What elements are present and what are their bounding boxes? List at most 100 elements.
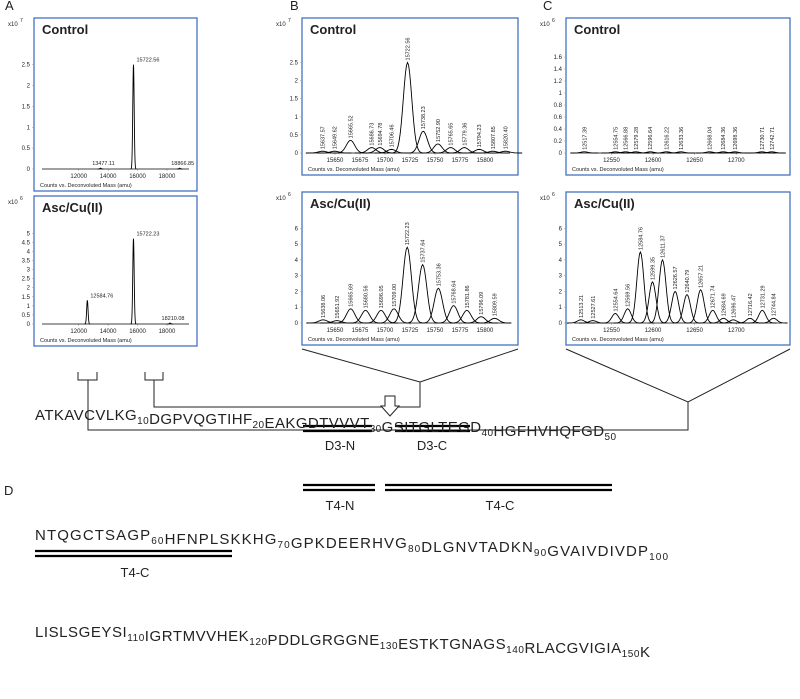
peak-label: 15686.73 bbox=[370, 123, 376, 146]
fragment-label: T4-C bbox=[121, 565, 150, 580]
peak-label: 18866.85 bbox=[171, 161, 194, 167]
peak-label: 15807.85 bbox=[491, 126, 497, 149]
residues: RLACGVIGIA bbox=[524, 640, 621, 657]
y-tick-label: 0 bbox=[559, 321, 563, 327]
x-tick-label: 12550 bbox=[603, 328, 620, 334]
y-tick-label: 1 bbox=[559, 91, 563, 97]
residue-number: 30 bbox=[370, 424, 382, 435]
y-tick-label: 0 bbox=[27, 322, 31, 328]
peak bbox=[759, 317, 788, 324]
peak-label: 12527.61 bbox=[591, 296, 597, 319]
connectors bbox=[77, 348, 791, 431]
panel-label: B bbox=[290, 0, 299, 13]
peak-label: 12671.74 bbox=[711, 285, 717, 308]
peak-label: 15722.23 bbox=[405, 222, 411, 245]
chart-title: Control bbox=[310, 22, 356, 37]
y-tick-label: 3 bbox=[27, 268, 31, 274]
peak bbox=[84, 300, 91, 325]
residues: IGRTMVVHEK bbox=[145, 628, 249, 645]
peak bbox=[405, 263, 440, 324]
sequence-line: LISLSGEYSI110IGRTMVVHEK120PDDLGRGGNE130E… bbox=[35, 624, 650, 661]
peak bbox=[638, 281, 667, 324]
frame bbox=[301, 191, 519, 346]
residues: DGPVQGTIHF bbox=[149, 411, 252, 428]
peak bbox=[421, 287, 456, 324]
peak-label: 15722.56 bbox=[136, 58, 159, 64]
residues: HFNPLSKKHG bbox=[165, 531, 277, 548]
x-tick-label: 15725 bbox=[402, 158, 419, 164]
x-tick-label: 15775 bbox=[452, 328, 469, 334]
y-tick-label: 0.5 bbox=[22, 313, 31, 319]
peak-label: 12596.64 bbox=[648, 127, 654, 150]
y-tick-label: 1.6 bbox=[554, 55, 563, 61]
peak-label: 13477.11 bbox=[92, 161, 115, 167]
x-tick-label: 15650 bbox=[327, 328, 344, 334]
peak bbox=[176, 167, 183, 170]
connector bbox=[301, 348, 519, 383]
residue-number: 40 bbox=[482, 428, 494, 439]
peak-label: 15722.56 bbox=[406, 38, 412, 61]
x-axis-label: Counts vs. Deconvoluted Mass (amu) bbox=[40, 183, 132, 189]
y-multiplier: x10 bbox=[276, 22, 286, 28]
peak-label: 15753.36 bbox=[436, 263, 442, 286]
peak bbox=[757, 151, 786, 154]
peak bbox=[570, 151, 599, 154]
residues: LISLSGEYSI bbox=[35, 624, 127, 641]
y-tick-label: 0.6 bbox=[554, 115, 563, 121]
residues: ESTKTGNAGS bbox=[398, 636, 506, 653]
peak bbox=[436, 305, 471, 324]
residues: ATKAVCVLKG bbox=[35, 407, 137, 424]
peak bbox=[613, 308, 642, 324]
peak bbox=[720, 151, 749, 154]
peak-label: 12742.71 bbox=[770, 127, 776, 150]
y-tick-label: 0.8 bbox=[554, 103, 563, 109]
peak bbox=[735, 317, 764, 324]
peak bbox=[709, 317, 738, 324]
frame bbox=[33, 17, 198, 192]
panel-label: D bbox=[4, 483, 13, 498]
x-tick-label: 16000 bbox=[129, 174, 146, 180]
peak-label: 15649.62 bbox=[333, 126, 339, 149]
peak-label: 15738.23 bbox=[421, 106, 427, 129]
peak-label: 12640.79 bbox=[685, 270, 691, 293]
y-tick-label: 1.5 bbox=[22, 104, 31, 110]
y-tick-label: 0.2 bbox=[554, 139, 563, 145]
peak-label: 12668.04 bbox=[708, 127, 714, 150]
y-tick-label: 1.4 bbox=[554, 67, 563, 73]
y-tick-label: 1 bbox=[295, 305, 299, 311]
peak bbox=[666, 151, 695, 154]
peak bbox=[364, 309, 398, 324]
residue-number: 50 bbox=[604, 432, 616, 443]
residue-number: 70 bbox=[277, 540, 290, 551]
peak bbox=[476, 150, 510, 154]
peak-label: 12584.76 bbox=[638, 227, 644, 250]
cleavage-arrow bbox=[379, 395, 401, 417]
x-axis-label: Counts vs. Deconvoluted Mass (amu) bbox=[308, 167, 400, 173]
peak bbox=[447, 147, 482, 154]
peak bbox=[390, 246, 425, 324]
peak-label: 15722.23 bbox=[136, 232, 159, 238]
y-tick-label: 0.5 bbox=[290, 133, 299, 139]
peak-label: 12554.64 bbox=[613, 289, 619, 312]
peak-label: 12569.56 bbox=[626, 284, 632, 307]
peak-label: 12716.42 bbox=[748, 293, 754, 316]
residues: K bbox=[640, 644, 650, 661]
y-tick-label: 0 bbox=[295, 321, 299, 327]
frame bbox=[33, 195, 198, 347]
peak bbox=[748, 309, 777, 324]
y-tick-label: 2.5 bbox=[290, 60, 299, 66]
sequence-line: NTQGCTSAGP60HFNPLSKKHG70GPKDEERHVG80DLGN… bbox=[35, 527, 668, 563]
peak-label: 15752.90 bbox=[436, 119, 442, 142]
panel-label: A bbox=[5, 0, 14, 13]
y-tick-label: 1.5 bbox=[22, 295, 31, 301]
x-tick-label: 18000 bbox=[159, 329, 176, 335]
chart-title: Asc/Cu(II) bbox=[574, 196, 635, 211]
y-tick-label: 3 bbox=[295, 274, 299, 280]
y-tick-label: 0.5 bbox=[22, 146, 31, 152]
frame bbox=[301, 17, 519, 176]
y-tick-label: 2 bbox=[295, 289, 299, 295]
peak-label: 12730.71 bbox=[760, 127, 766, 150]
peak bbox=[97, 167, 104, 170]
peak-label: 12566.88 bbox=[623, 127, 629, 150]
